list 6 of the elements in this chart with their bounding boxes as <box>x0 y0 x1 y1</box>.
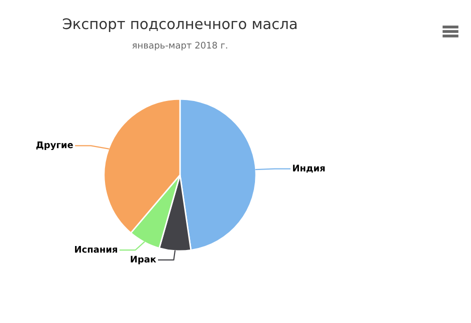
chart-title: Экспорт подсолнечного масла <box>62 18 297 32</box>
chart-subtitle: январь-март 2018 г. <box>132 42 228 50</box>
slice-label: Индия <box>293 164 325 173</box>
slice-label: Ирак <box>130 256 156 264</box>
slice-label: Другие <box>36 142 73 150</box>
slice-label: Испания <box>75 246 118 253</box>
